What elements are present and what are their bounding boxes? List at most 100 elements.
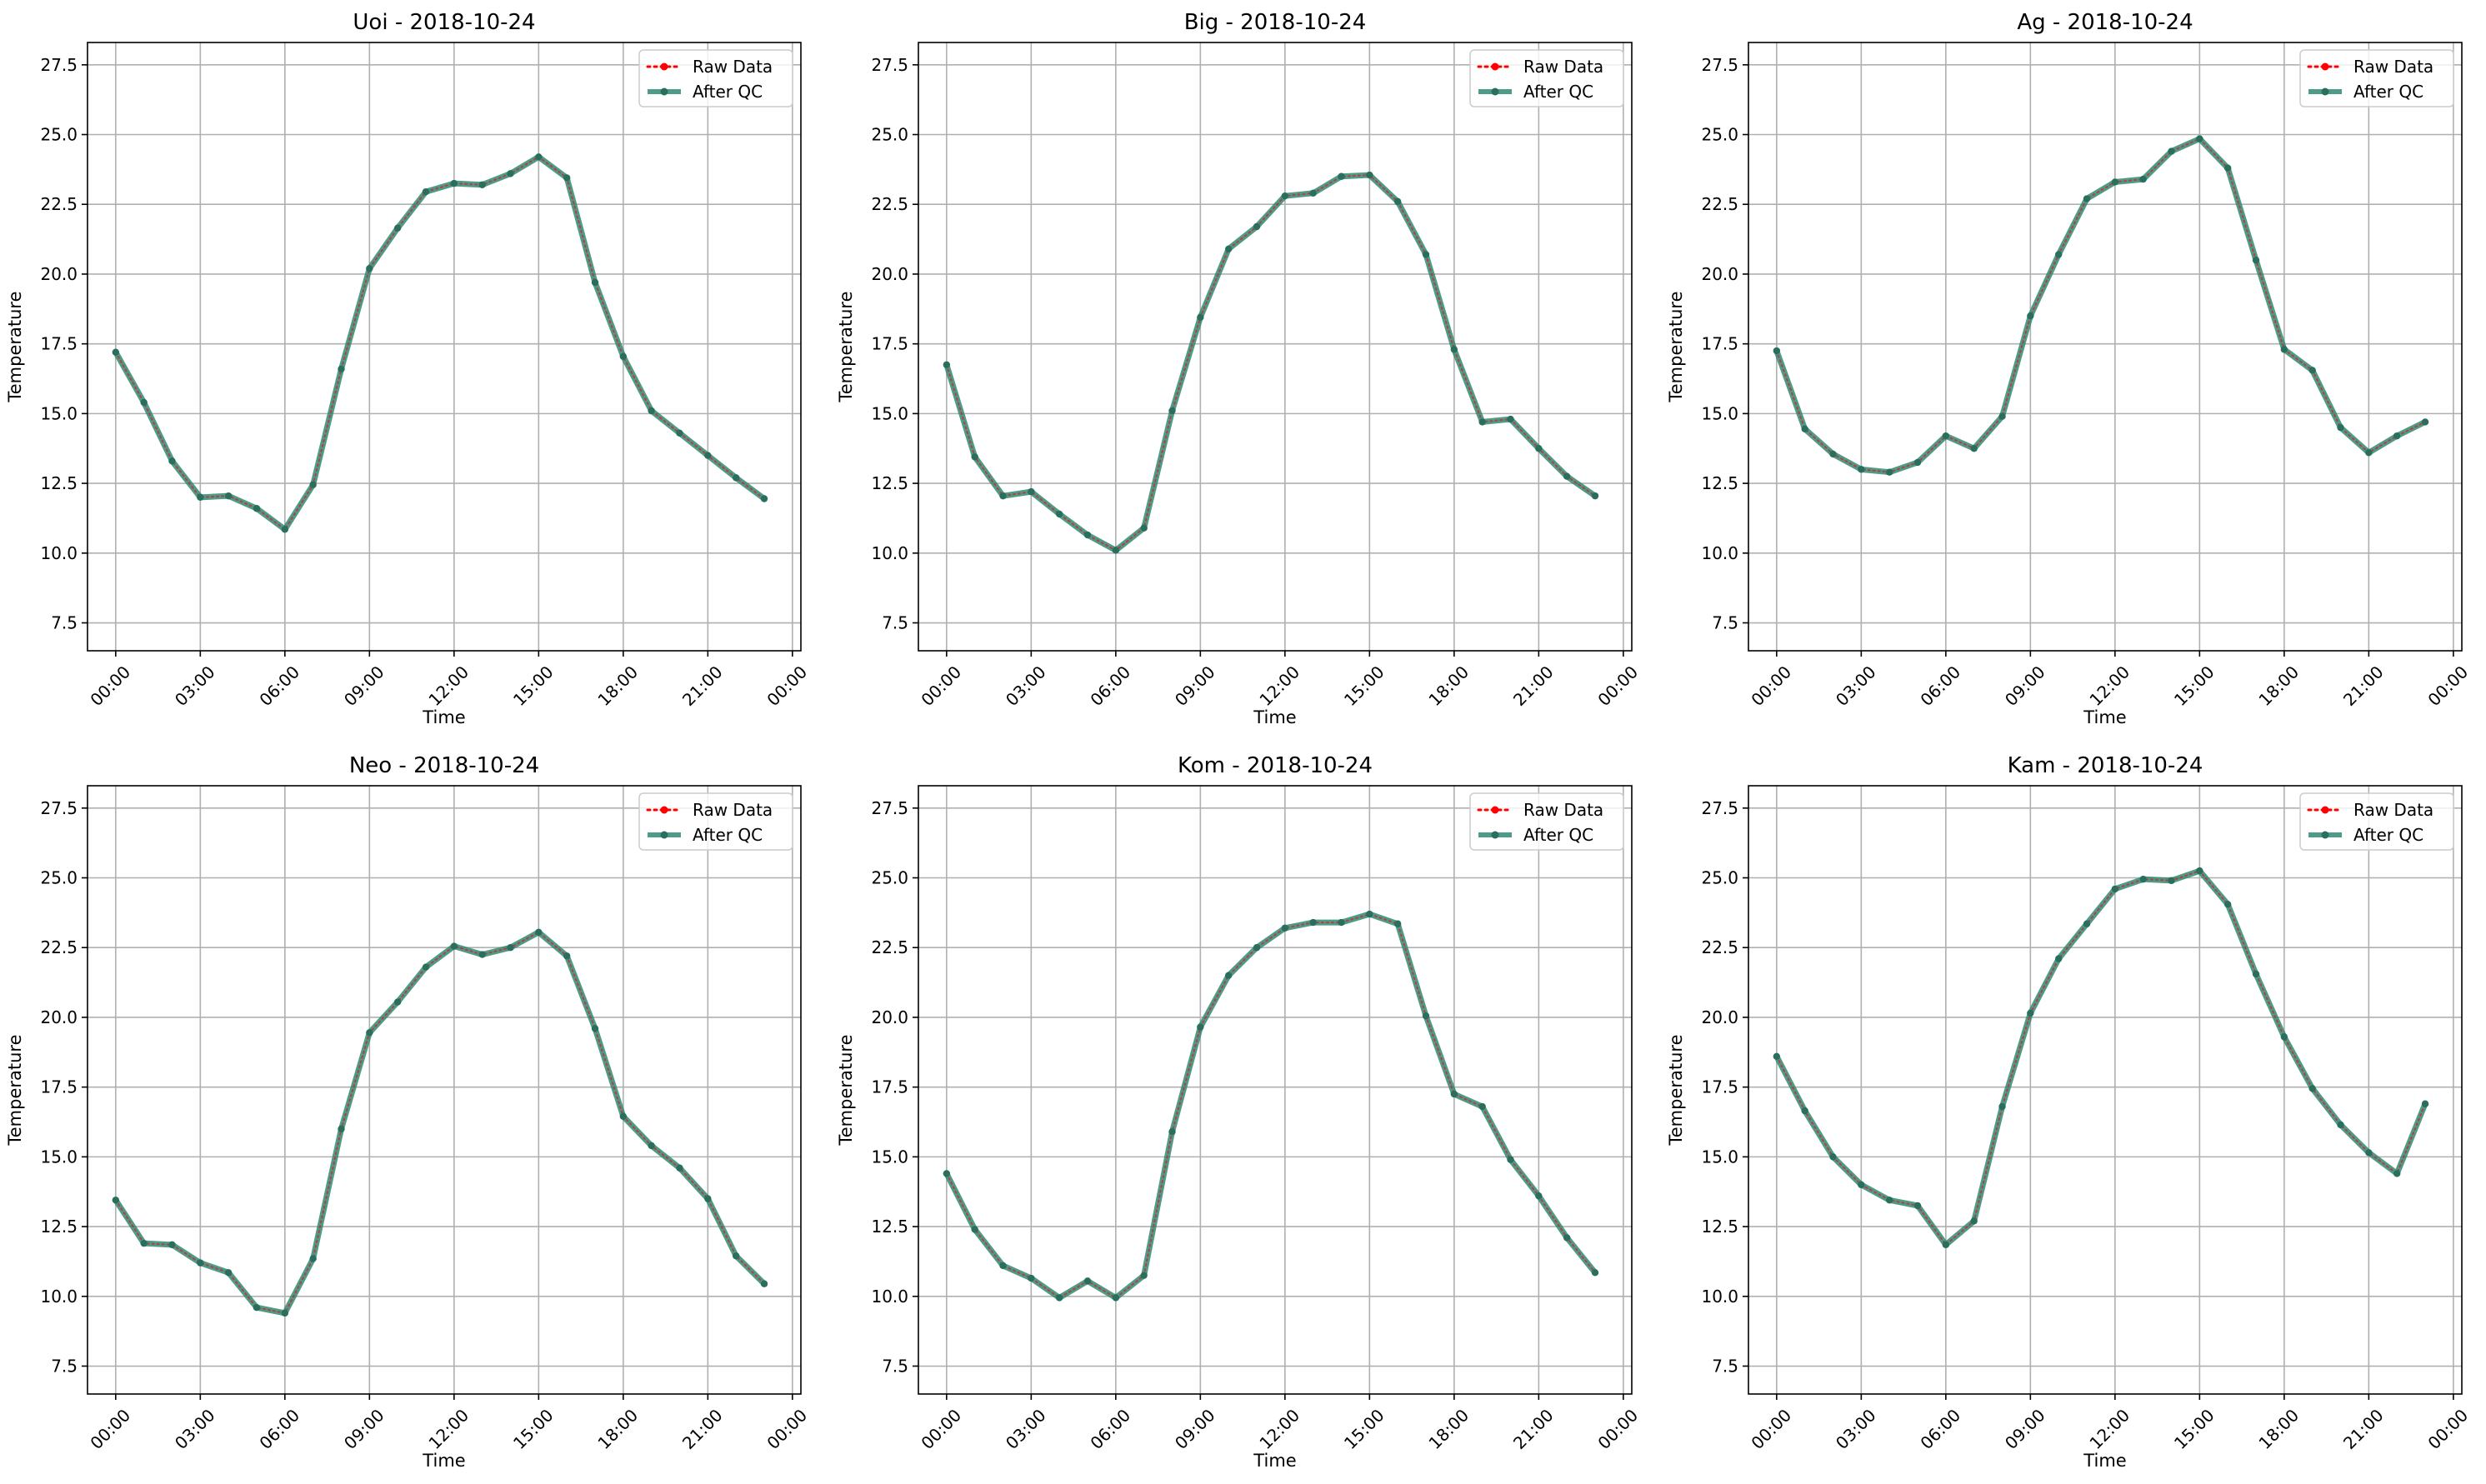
data-point <box>2111 178 2119 186</box>
data-point <box>648 1142 655 1150</box>
x-tick-label: 00:00 <box>1747 1405 1795 1453</box>
y-tick-label: 12.5 <box>40 473 78 493</box>
y-tick-label: 27.5 <box>871 55 908 75</box>
legend: Raw Data After QC <box>1469 49 1624 107</box>
y-tick-label: 25.0 <box>871 868 908 888</box>
x-tick-label: 03:00 <box>1002 662 1050 710</box>
data-point <box>338 365 345 372</box>
x-tick-label: 09:00 <box>1171 1405 1219 1453</box>
chart-panel-4: 7.5 10.0 12.5 15.0 17.5 20.0 22.5 25.0 27.5 00:00… <box>5 753 811 1471</box>
x-tick-label: 15:00 <box>509 1405 558 1453</box>
data-point <box>450 942 458 950</box>
x-tick-label: 06:00 <box>255 1405 303 1453</box>
data-point <box>1224 972 1233 979</box>
legend-dot-raw-data <box>660 806 668 814</box>
data-point <box>2054 955 2063 962</box>
x-tick-label: 00:00 <box>2423 662 2472 710</box>
data-point <box>1885 1197 1893 1204</box>
data-point <box>943 361 951 368</box>
data-point <box>1140 1272 1148 1279</box>
data-point <box>2365 449 2373 457</box>
y-tick-label: 20.0 <box>1701 1007 1738 1027</box>
x-tick-label: 09:00 <box>2001 662 2049 710</box>
series-line-after-qc <box>1773 867 2428 1248</box>
y-tick-label: 20.0 <box>40 264 78 284</box>
data-point <box>507 170 514 177</box>
x-tick-label: 03:00 <box>171 662 219 710</box>
data-point <box>943 1170 951 1177</box>
x-tick-label: 18:00 <box>2254 1405 2303 1453</box>
legend-dot-raw-data <box>1491 62 1499 71</box>
x-tick-label: 06:00 <box>255 662 303 710</box>
axes-frame <box>918 785 1633 1395</box>
data-point <box>1083 1277 1092 1285</box>
data-point <box>2252 256 2260 264</box>
legend: Raw Data After QC <box>638 792 793 851</box>
axes-frame <box>87 42 802 652</box>
data-point <box>1366 910 1373 918</box>
data-point <box>1913 1202 1922 1210</box>
x-tick-label: 00:00 <box>1747 662 1795 710</box>
data-point <box>1478 418 1486 426</box>
data-point <box>535 153 543 161</box>
legend-label-after-qc: After QC <box>1523 825 1593 845</box>
data-point <box>1112 547 1120 554</box>
x-tick-label: 15:00 <box>1340 1405 1388 1453</box>
data-point <box>168 457 176 465</box>
x-tick-label: 03:00 <box>1832 1405 1880 1453</box>
data-point <box>1535 1192 1543 1200</box>
x-tick-label: 00:00 <box>2423 1405 2472 1453</box>
x-tick-label: 12:00 <box>424 1405 473 1453</box>
data-point <box>1591 492 1599 500</box>
chart-panel-3: 7.5 10.0 12.5 15.0 17.5 20.0 22.5 25.0 27.5 00:00… <box>1666 10 2472 727</box>
x-tick-label: 21:00 <box>678 1405 727 1453</box>
data-point <box>619 1112 628 1121</box>
series-line-raw-data <box>114 155 766 531</box>
series-line-after-qc <box>943 911 1598 1301</box>
data-point <box>1083 531 1092 539</box>
data-point <box>2308 367 2316 374</box>
data-point <box>971 453 978 461</box>
data-point <box>309 481 317 488</box>
legend-label-raw-data: Raw Data <box>693 57 773 77</box>
x-axis-label: Time <box>1253 707 1296 727</box>
data-point <box>1422 1012 1430 1020</box>
data-point <box>760 495 768 502</box>
y-tick-label: 27.5 <box>40 55 78 75</box>
legend-dot-raw-data <box>2321 806 2329 814</box>
data-point <box>1253 944 1261 952</box>
x-tick-label: 21:00 <box>678 662 727 710</box>
data-point <box>2111 885 2119 893</box>
y-tick-label: 20.0 <box>1701 264 1738 284</box>
data-point <box>1858 1181 1865 1189</box>
data-point <box>2421 418 2429 426</box>
legend-label-after-qc: After QC <box>1523 82 1593 102</box>
data-point <box>1563 1234 1571 1242</box>
data-point <box>971 1226 978 1233</box>
y-tick-label: 17.5 <box>40 1077 78 1097</box>
data-point <box>422 187 430 196</box>
y-tick-label: 7.5 <box>51 613 78 633</box>
y-tick-label: 10.0 <box>871 1287 908 1307</box>
y-axis-label: Temperature <box>836 1034 856 1146</box>
data-point <box>1858 466 1865 473</box>
data-point <box>393 998 402 1006</box>
data-point <box>535 928 543 937</box>
y-tick-label: 12.5 <box>1701 473 1738 493</box>
data-point <box>1829 450 1837 458</box>
data-point <box>393 224 402 232</box>
data-point <box>1197 313 1204 322</box>
data-point <box>1563 472 1571 480</box>
data-point <box>619 352 628 360</box>
data-point <box>563 952 571 960</box>
y-tick-label: 22.5 <box>871 194 908 214</box>
y-tick-label: 25.0 <box>40 125 78 145</box>
data-point <box>1168 1128 1176 1136</box>
y-tick-label: 15.0 <box>1701 403 1738 423</box>
data-point <box>563 174 571 182</box>
series-line-raw-data <box>945 912 1597 1299</box>
data-point <box>2308 1085 2316 1092</box>
y-tick-label: 12.5 <box>871 473 908 493</box>
x-tick-label: 21:00 <box>1509 662 1558 710</box>
